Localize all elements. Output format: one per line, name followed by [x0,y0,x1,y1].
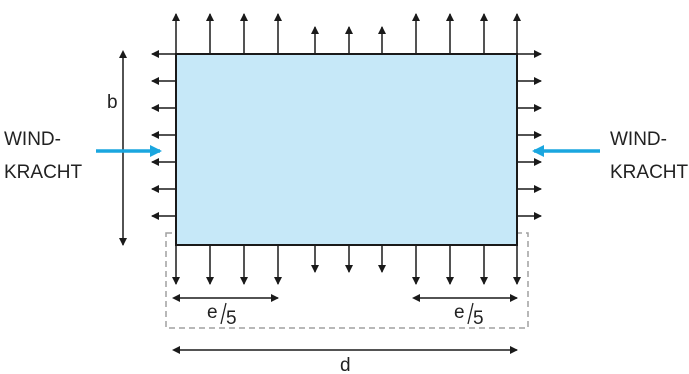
right-force-arrows [517,50,542,220]
wind-left-label-line1: WIND- [4,129,61,150]
bottom-force-arrows [172,245,521,285]
wind-right-label-line1: WIND- [610,129,667,150]
dimension-d-label: d [340,355,351,374]
building-outline [175,53,518,246]
e5-left-slash [220,302,227,325]
top-force-arrows [172,13,521,54]
e5-right-denominator: 5 [473,308,484,329]
wind-right-label-line2: KRACHT [610,162,689,183]
dimension-e5-right-label: e 5 [454,302,484,329]
dimension-b-label: b [107,92,118,113]
e5-right-numerator: e [454,302,465,323]
e5-left-numerator: e [207,302,218,323]
e5-right-slash [467,302,474,325]
dimension-e5-left-label: e 5 [207,302,237,329]
wind-left-label-line2: KRACHT [4,162,83,183]
e5-left-denominator: 5 [226,308,237,329]
left-force-arrows [151,50,176,220]
